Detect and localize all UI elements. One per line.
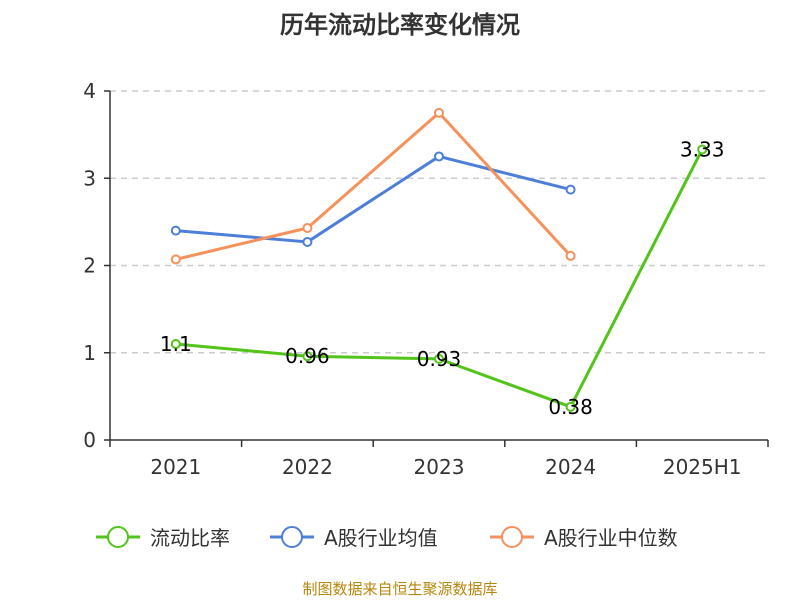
legend-marker-2 [501,526,523,548]
legend: 流动比率 A股行业均值 A股行业中位数 [96,526,678,550]
series-0-point-2023 [434,353,444,364]
series-1-point-2024 [565,184,576,195]
source-note: 制图数据来自恒生聚源数据库 [302,580,497,598]
series-group [170,107,708,412]
series-2-point-2022 [302,222,313,233]
y-tick-label-1: 1 [83,341,96,365]
data-labels: 1.1 0.96 0.93 0.38 3.33 [160,137,725,418]
y-tick-label-3: 3 [83,166,96,190]
series-line-1 [175,154,571,244]
axes: 0 1 2 3 4 2021 2022 2023 2024 2025H1 [83,79,769,479]
series-1-point-2022 [302,236,313,247]
x-tick-label-2024: 2024 [545,455,596,479]
x-tick-label-2023: 2023 [414,455,465,479]
x-tick-label-2021: 2021 [150,455,201,479]
legend-label-1: A股行业均值 [324,526,438,550]
y-tick-label-4: 4 [83,79,96,103]
series-0-point-2021 [170,339,181,350]
legend-label-2: A股行业中位数 [544,526,678,550]
data-label-2022: 0.96 [285,344,330,368]
x-tick-label-2025H1: 2025H1 [663,455,742,479]
series-2-point-2023 [434,107,444,118]
legend-label-0: 流动比率 [150,526,230,550]
series-0-point-2022 [302,351,313,362]
data-label-2023: 0.93 [417,347,462,371]
chart-title: 历年流动比率变化情况 [280,11,520,39]
x-tick-label-2022: 2022 [282,455,333,479]
series-line-2 [175,111,572,261]
series-0-point-2025H1 [697,144,708,155]
data-label-2025H1: 3.33 [680,137,725,161]
data-label-2021: 1.1 [160,332,192,356]
y-tick-label-0: 0 [83,428,96,452]
series-1-point-2021 [170,225,181,236]
series-2-point-2024 [565,250,576,261]
data-label-2024: 0.38 [548,395,593,419]
gridlines [110,90,768,354]
legend-marker-0 [107,526,129,548]
series-0-point-2024 [565,401,576,412]
y-tick-label-2: 2 [83,254,96,278]
series-2-point-2021 [170,254,181,265]
legend-marker-1 [281,526,303,548]
series-1-point-2023 [434,151,444,162]
